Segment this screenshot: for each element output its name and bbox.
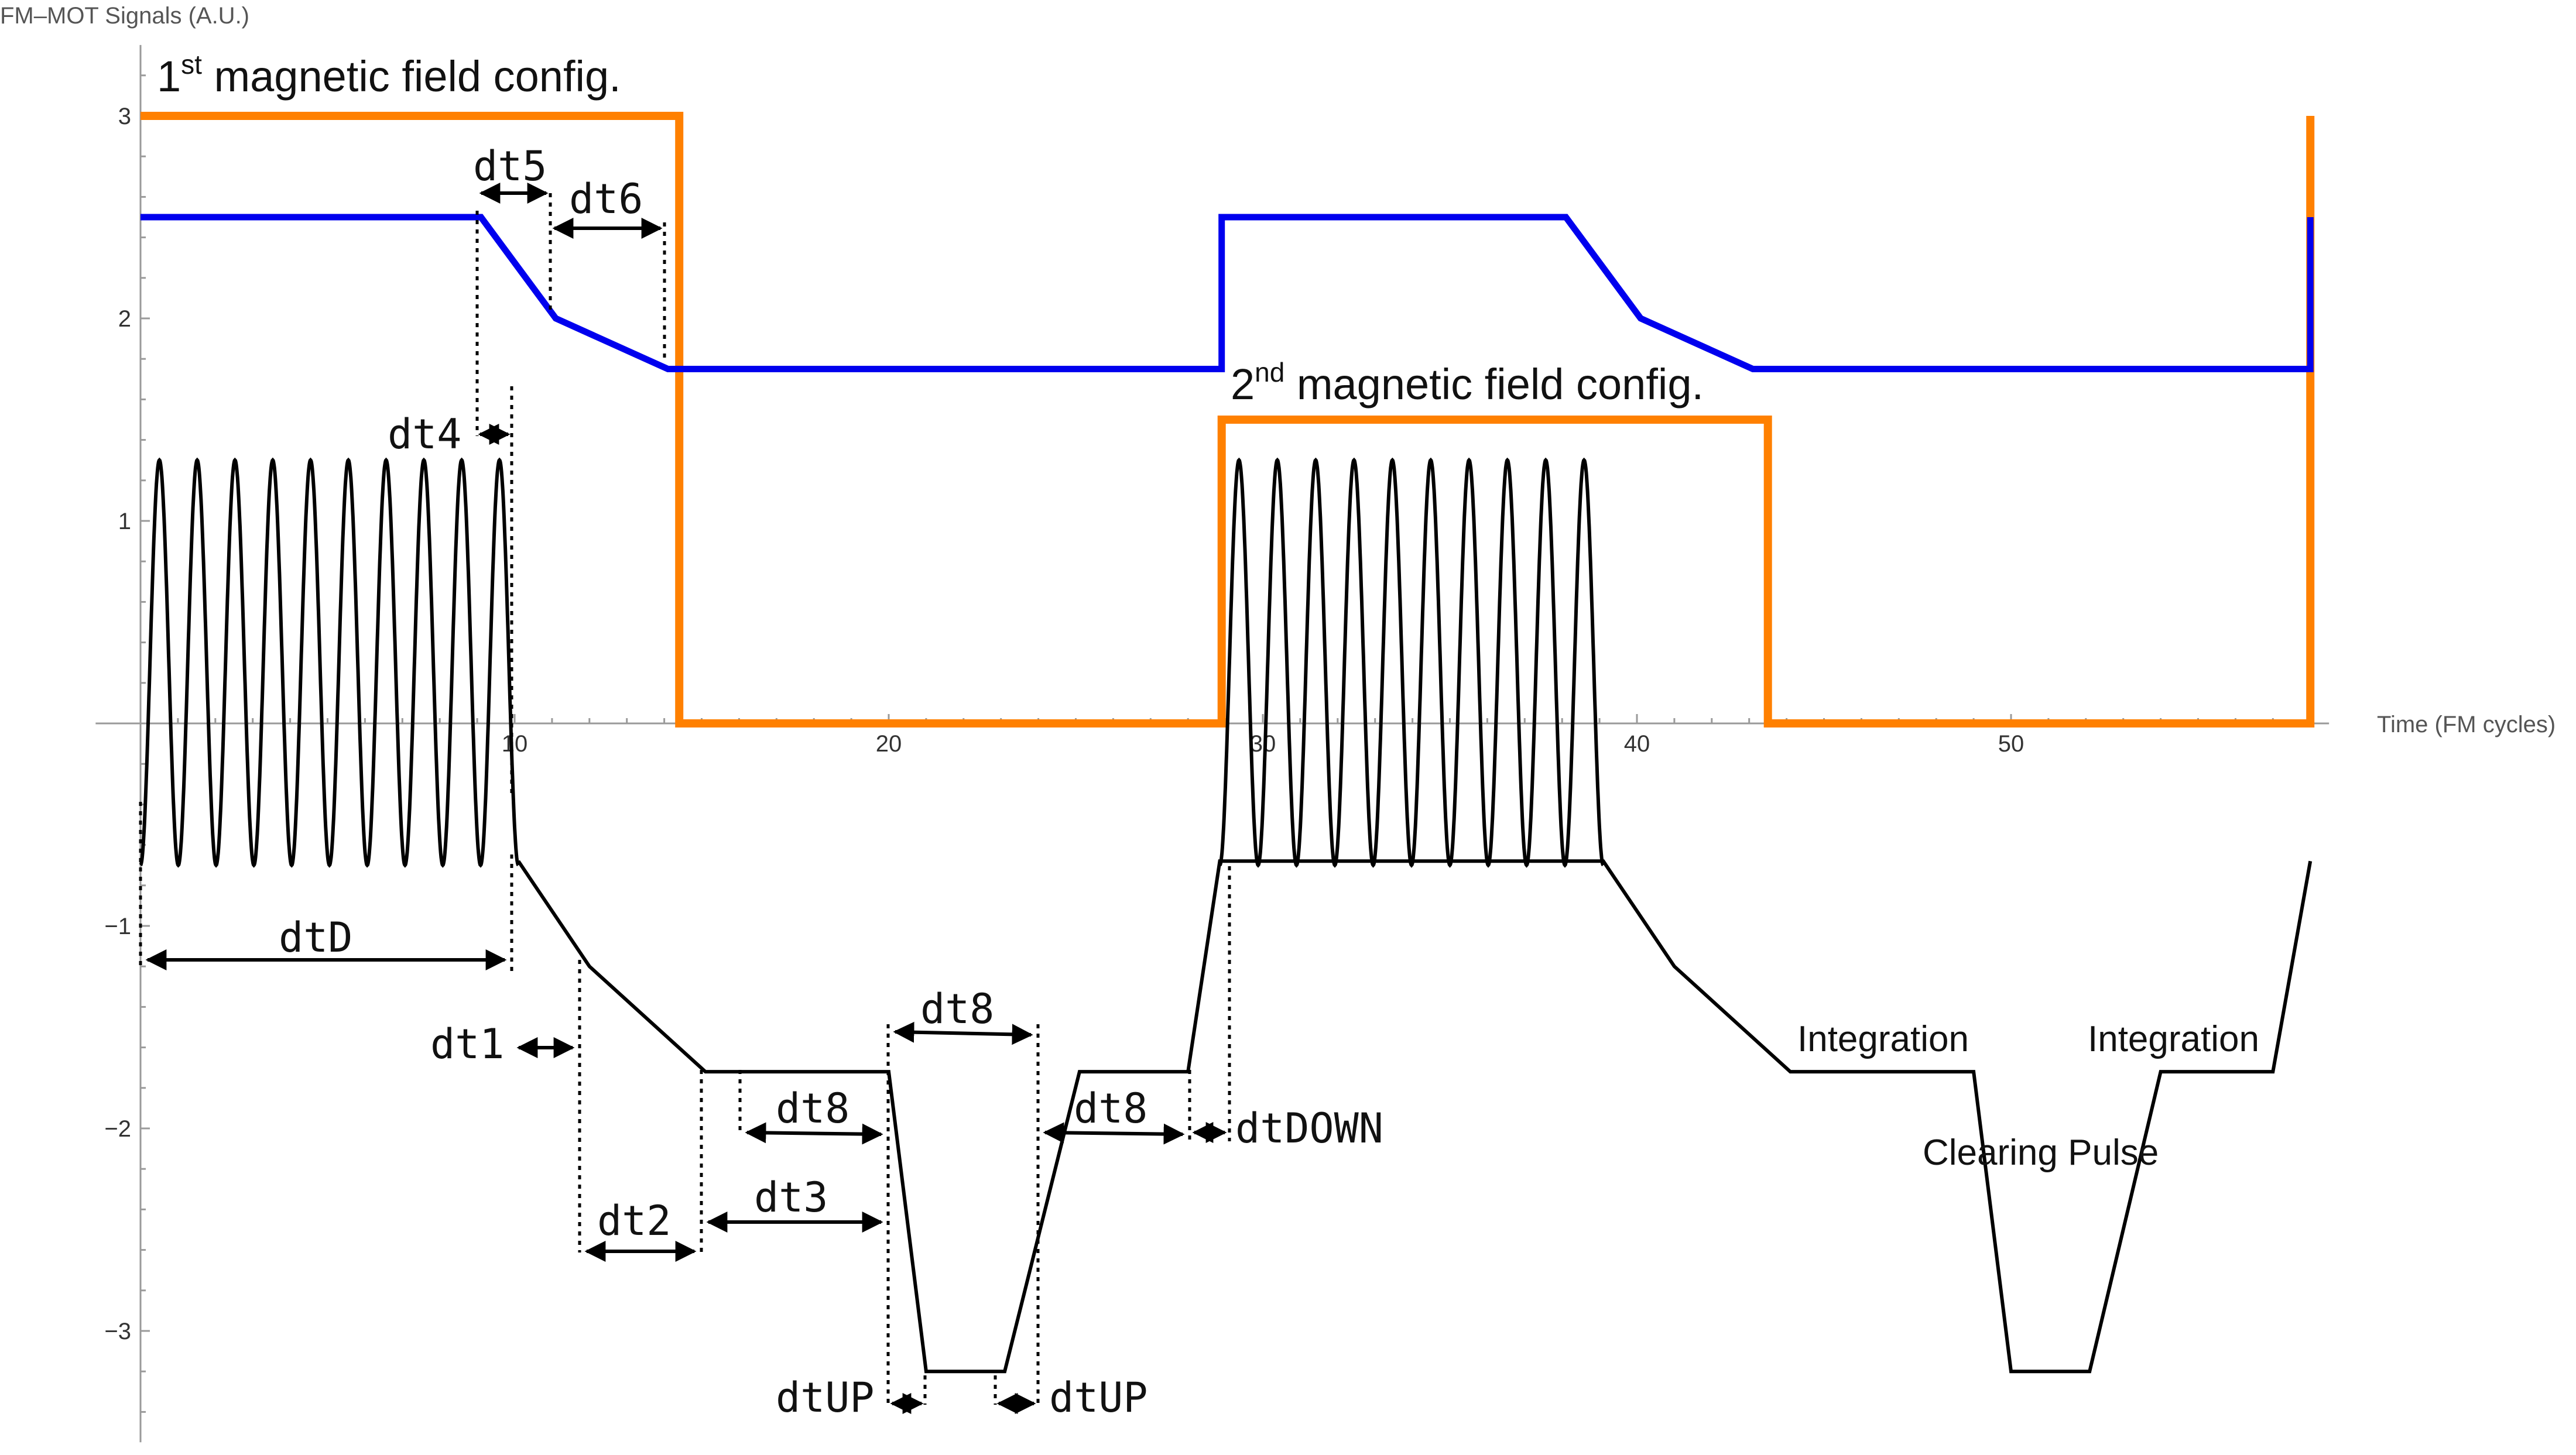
y-tick-label: −3 xyxy=(104,1319,131,1344)
dt8-label-top: dt8 xyxy=(920,985,994,1033)
orange-magnetic-field-line xyxy=(141,112,2315,728)
dimension-guides xyxy=(139,183,1231,1414)
dt6-label: dt6 xyxy=(569,175,643,223)
dt8-label-left: dt8 xyxy=(776,1085,849,1133)
integration-label-left: Integration xyxy=(1797,1019,1969,1059)
x-tick-label: 40 xyxy=(1624,731,1650,757)
y-tick-label: 1 xyxy=(118,509,131,534)
x-tick-label: 50 xyxy=(1998,731,2025,757)
dt1-label: dt1 xyxy=(430,1020,504,1068)
oscillation-burst-2 xyxy=(1218,457,1605,868)
x-tick-label: 20 xyxy=(876,731,902,757)
y-tick-label: 2 xyxy=(118,306,131,332)
second-config-label: 2nd magnetic field config. xyxy=(1231,357,1704,409)
dt3-label: dt3 xyxy=(754,1173,828,1221)
dt2-label: dt2 xyxy=(597,1197,671,1245)
dimension-arrow xyxy=(1043,1122,1185,1145)
clearing-pulse-label: Clearing Pulse xyxy=(1923,1133,2159,1173)
blue-signal-line xyxy=(141,214,2314,372)
dt4-label: dt4 xyxy=(388,410,461,458)
x-tick-label: 30 xyxy=(1250,731,1276,757)
y-axis-title: FM–MOT Signals (A.U.) xyxy=(0,3,249,29)
dimension-arrow xyxy=(893,1021,1033,1045)
dtUP-label-right: dtUP xyxy=(1049,1374,1148,1422)
y-tick-label: −2 xyxy=(104,1116,131,1142)
x-axis-title: Time (FM cycles) xyxy=(2377,712,2556,737)
x-tick-label: 10 xyxy=(502,731,528,757)
dtDOWN-label: dtDOWN xyxy=(1235,1104,1383,1152)
dimension-arrow xyxy=(745,1122,883,1145)
integration-label-right: Integration xyxy=(2088,1019,2259,1059)
y-tick-label: 3 xyxy=(118,104,131,129)
dt5-label: dt5 xyxy=(473,142,547,190)
oscillation-burst-1 xyxy=(139,457,520,868)
first-config-label: 1st magnetic field config. xyxy=(157,49,621,101)
series-layer xyxy=(139,112,2315,1374)
dtUP-label-left: dtUP xyxy=(776,1374,875,1422)
dt8-label-right: dt8 xyxy=(1074,1085,1147,1133)
dtD-label: dtD xyxy=(279,914,352,962)
y-tick-label: −1 xyxy=(104,914,131,939)
